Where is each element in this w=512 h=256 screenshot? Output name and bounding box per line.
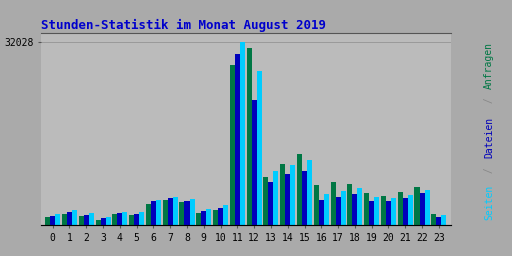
Bar [352,194,357,225]
Bar [201,211,206,225]
Bar [364,193,369,225]
Bar [297,154,302,225]
Bar [134,214,139,225]
Bar [55,214,60,225]
Bar [189,199,195,225]
Bar [156,200,161,225]
Bar [62,214,67,225]
Bar [146,204,151,225]
Bar [391,198,396,225]
Bar [122,211,127,225]
Bar [302,171,307,225]
Bar [129,215,134,225]
Bar [280,164,285,225]
Text: /: / [484,92,494,109]
Text: Stunden-Statistik im Monat August 2019: Stunden-Statistik im Monat August 2019 [41,19,326,32]
Bar [386,201,391,225]
Bar [206,209,211,225]
Bar [100,218,105,225]
Bar [403,198,408,225]
Bar [223,205,228,225]
Bar [335,197,340,225]
Bar [408,195,413,225]
Bar [230,66,235,225]
Bar [415,187,419,225]
Text: Anfragen: Anfragen [484,42,494,89]
Bar [112,215,117,225]
Text: /: / [484,161,494,179]
Text: Seiten: Seiten [484,185,494,220]
Bar [247,48,251,225]
Bar [196,213,201,225]
Bar [251,100,257,225]
Bar [347,184,352,225]
Bar [89,213,94,225]
Bar [117,213,122,225]
Bar [67,212,72,225]
Bar [369,201,374,225]
Bar [45,217,50,225]
Bar [340,191,346,225]
Bar [168,198,173,225]
Bar [139,211,144,225]
Bar [307,160,312,225]
Bar [213,210,218,225]
Bar [290,165,295,225]
Bar [173,197,178,225]
Bar [184,201,189,225]
Bar [72,210,77,225]
Bar [381,196,386,225]
Bar [257,71,262,225]
Bar [441,215,446,225]
Bar [263,177,268,225]
Bar [240,42,245,225]
Bar [235,54,240,225]
Bar [50,216,55,225]
Bar [319,200,324,225]
Bar [374,197,379,225]
Bar [424,190,430,225]
Bar [163,200,168,225]
Bar [151,201,156,225]
Bar [324,194,329,225]
Bar [105,217,111,225]
Bar [285,174,290,225]
Bar [314,185,319,225]
Bar [179,202,184,225]
Bar [436,217,441,225]
Bar [431,214,436,225]
Bar [79,216,84,225]
Bar [331,183,335,225]
Text: Dateien: Dateien [484,117,494,158]
Bar [398,192,403,225]
Bar [84,215,89,225]
Bar [218,208,223,225]
Bar [419,193,424,225]
Bar [273,171,279,225]
Bar [96,220,100,225]
Bar [268,183,273,225]
Bar [357,188,362,225]
